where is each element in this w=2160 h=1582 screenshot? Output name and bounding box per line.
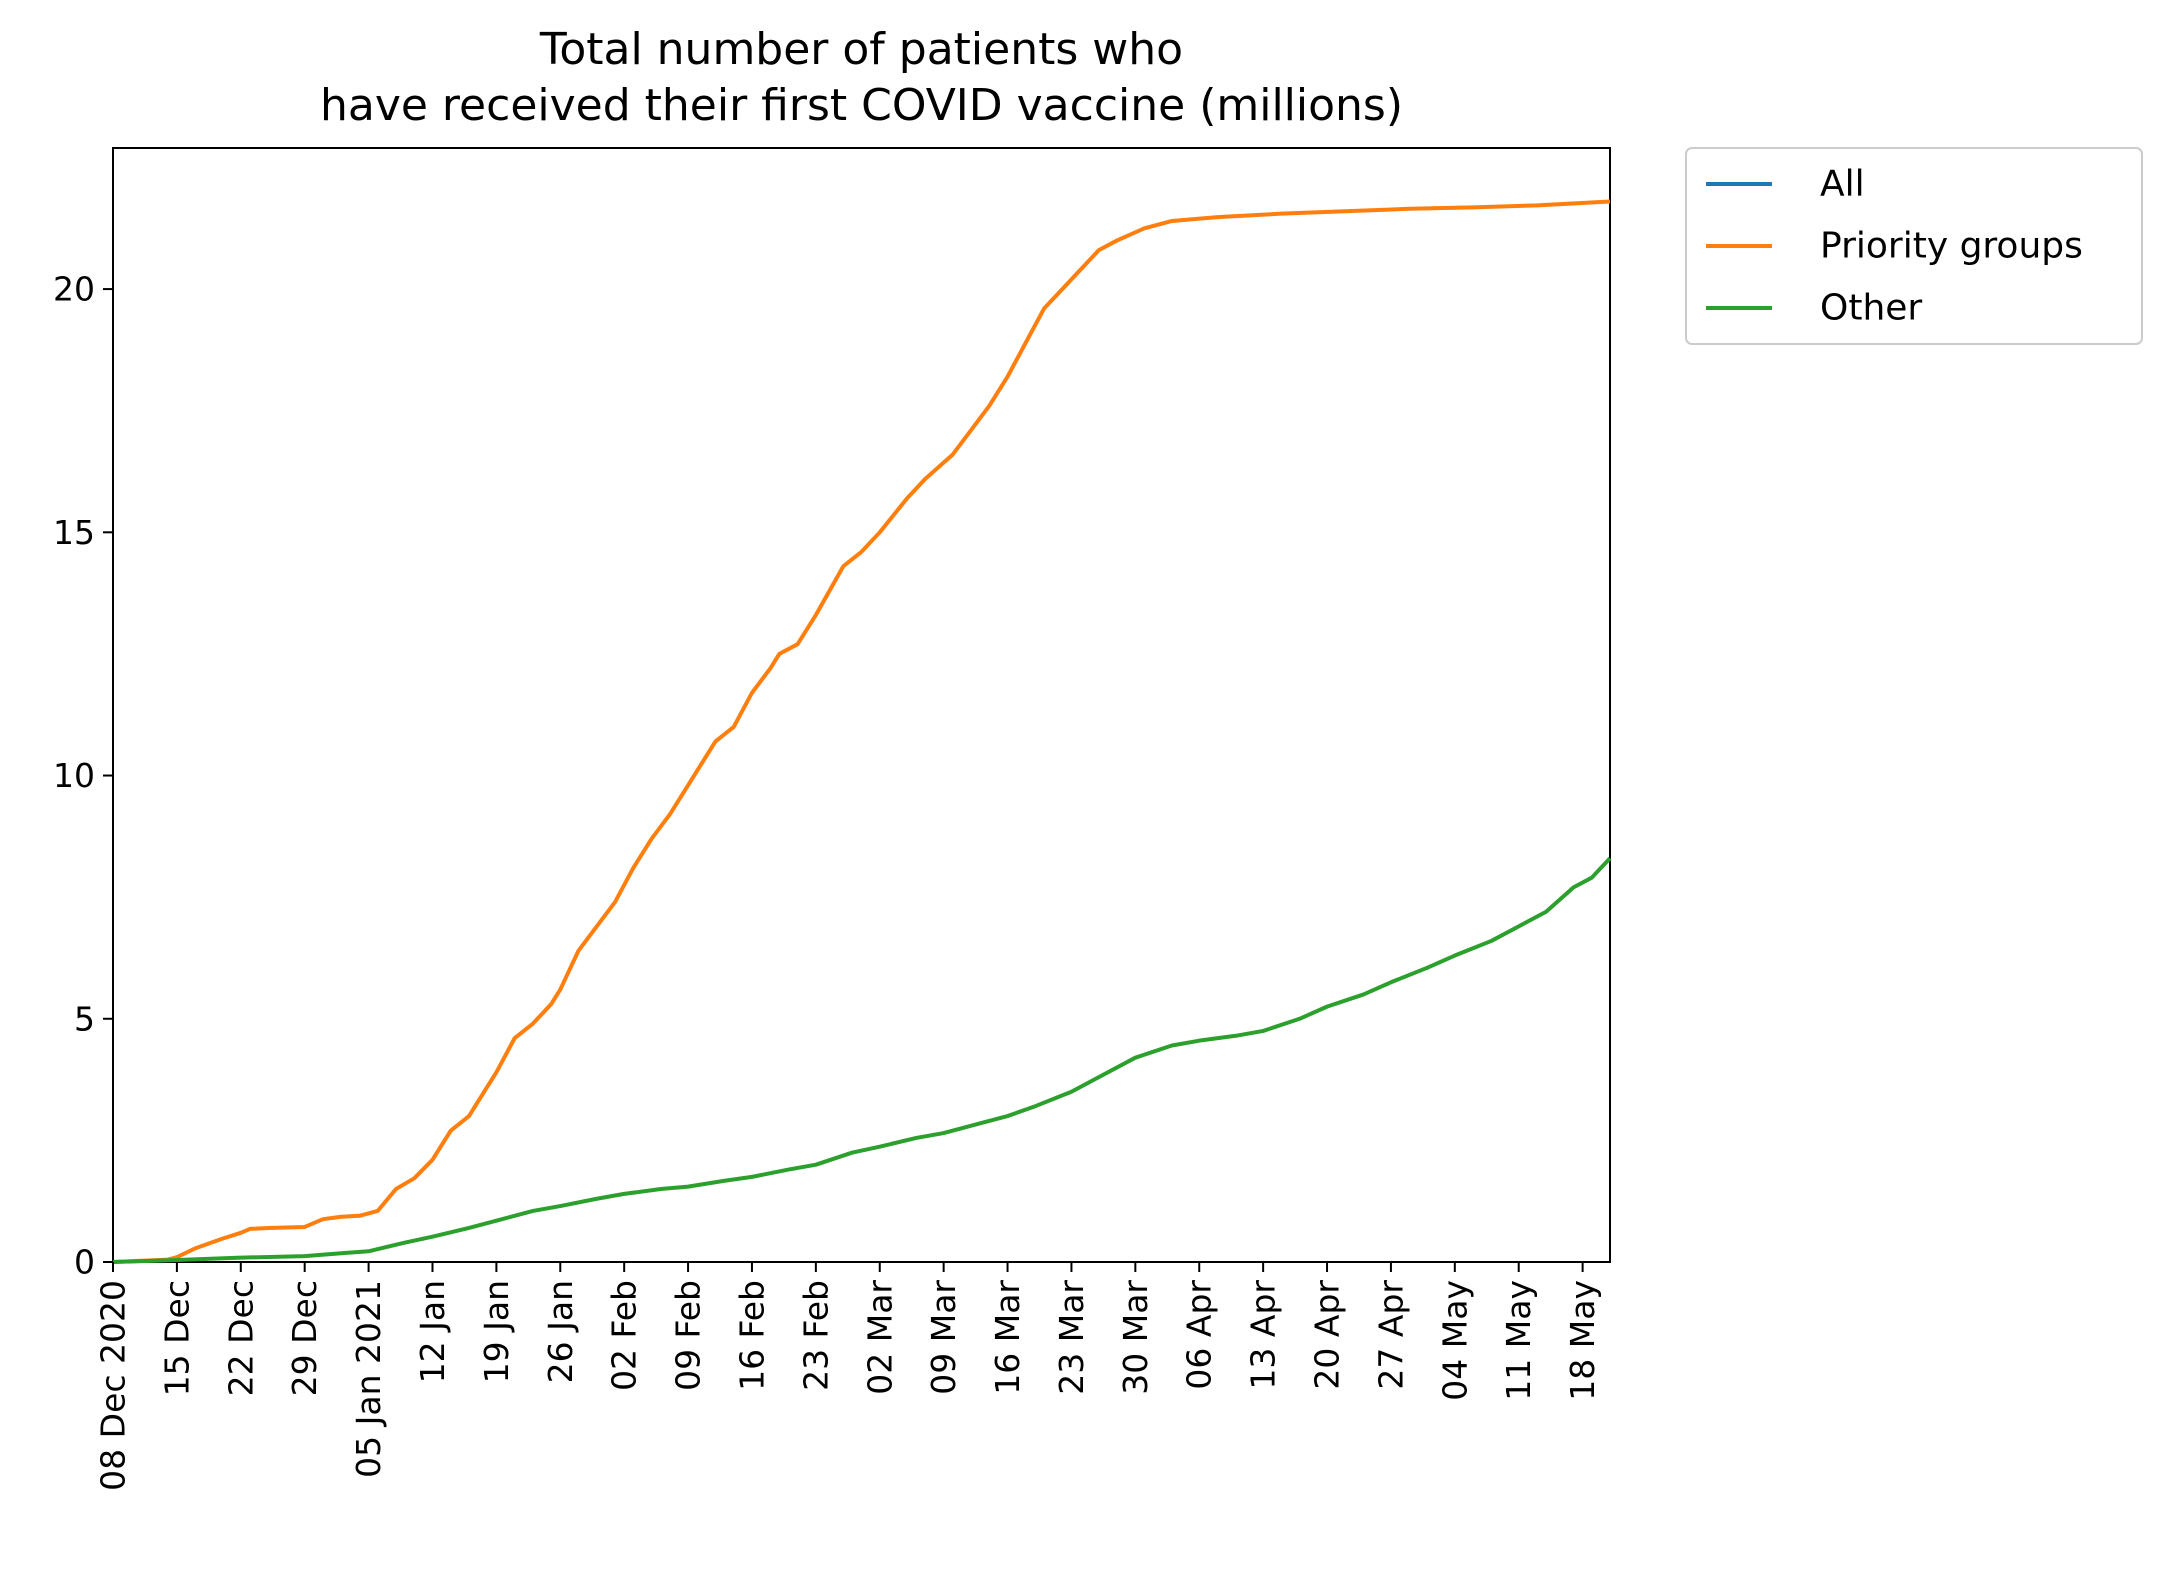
x-tick-label: 20 Apr bbox=[1308, 1280, 1347, 1390]
y-tick-label: 0 bbox=[74, 1243, 95, 1282]
series-line-priority-groups bbox=[112, 199, 1611, 1264]
x-axis: 08 Dec 2020 15 Dec 22 Dec 29 Dec 05 Jan 2021… bbox=[94, 1262, 1602, 1491]
title-line: Total number of patients who bbox=[539, 24, 1183, 75]
x-tick-label: 30 Mar bbox=[1116, 1280, 1155, 1395]
series-line-other bbox=[112, 856, 1612, 1264]
x-tick-label: 08 Dec 2020 bbox=[94, 1280, 133, 1491]
x-tick-label: 02 Mar bbox=[860, 1280, 899, 1395]
x-tick-label: 15 Dec bbox=[157, 1280, 196, 1396]
x-tick-label: 23 Feb bbox=[796, 1280, 835, 1391]
legend-label: Priority groups bbox=[1820, 226, 2083, 267]
x-tick-label: 29 Dec bbox=[285, 1280, 324, 1396]
y-tick-label: 20 bbox=[53, 270, 95, 309]
x-tick-label: 02 Feb bbox=[605, 1280, 644, 1391]
x-tick-label: 18 May bbox=[1563, 1280, 1602, 1401]
x-tick-label: 09 Feb bbox=[669, 1280, 708, 1391]
x-tick-label: 12 Jan bbox=[413, 1280, 452, 1383]
x-tick-label: 04 May bbox=[1435, 1280, 1474, 1401]
x-tick-label: 11 May bbox=[1499, 1280, 1538, 1401]
legend-box bbox=[1685, 147, 2143, 345]
x-tick-label: 06 Apr bbox=[1180, 1280, 1219, 1390]
series-lines bbox=[112, 199, 1612, 1264]
y-tick-label: 15 bbox=[53, 513, 95, 552]
x-tick-label: 05 Jan 2021 bbox=[349, 1280, 388, 1478]
legend-label: All bbox=[1820, 164, 1865, 205]
x-tick-label: 26 Jan bbox=[541, 1280, 580, 1383]
y-tick-label: 5 bbox=[74, 999, 95, 1038]
x-tick-label: 16 Feb bbox=[732, 1280, 771, 1391]
x-tick-label: 13 Apr bbox=[1244, 1280, 1283, 1390]
x-tick-label: 27 Apr bbox=[1371, 1280, 1410, 1390]
y-tick-label: 10 bbox=[53, 756, 95, 795]
legend: All Priority groups Other bbox=[1685, 147, 2143, 345]
x-tick-label: 19 Jan bbox=[477, 1280, 516, 1383]
x-tick-label: 16 Mar bbox=[988, 1280, 1027, 1395]
x-tick-label: 22 Dec bbox=[221, 1280, 260, 1396]
y-axis: 0 5 10 15 20 bbox=[53, 270, 113, 1282]
title-line: have received their first COVID vaccine … bbox=[320, 80, 1403, 131]
x-tick-label: 23 Mar bbox=[1052, 1280, 1091, 1395]
legend-label: Other bbox=[1820, 288, 1922, 329]
plot-frame bbox=[112, 147, 1611, 1263]
x-tick-label: 09 Mar bbox=[924, 1280, 963, 1395]
